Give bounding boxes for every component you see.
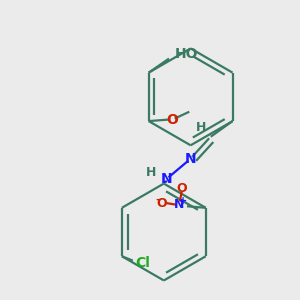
Text: Cl: Cl: [135, 256, 150, 269]
Text: HO: HO: [174, 47, 198, 61]
Text: N: N: [174, 198, 184, 211]
Text: N: N: [184, 152, 196, 166]
Text: H: H: [146, 166, 157, 179]
Text: H: H: [196, 121, 206, 134]
Text: -: -: [156, 194, 160, 204]
Text: O: O: [176, 182, 187, 195]
Text: N: N: [161, 172, 173, 186]
Text: O: O: [166, 112, 178, 127]
Text: +: +: [179, 196, 187, 206]
Text: O: O: [157, 196, 167, 210]
